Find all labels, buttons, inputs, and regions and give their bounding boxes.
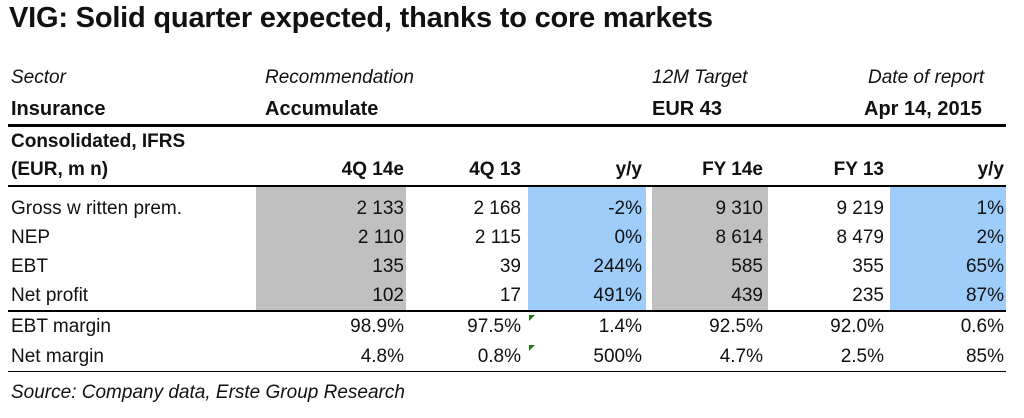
cell: 2.5% bbox=[840, 346, 884, 367]
cell: 17 bbox=[499, 285, 521, 306]
cell: 87% bbox=[965, 285, 1004, 306]
cell: 2 115 bbox=[474, 227, 521, 248]
shade-yy-full bbox=[890, 187, 1006, 310]
target-value: EUR 43 bbox=[652, 98, 723, 120]
cell: 2 168 bbox=[473, 198, 521, 219]
col-header-yy-quarter: y/y bbox=[615, 159, 642, 180]
date-label: Date of report bbox=[868, 67, 985, 88]
cell: -2% bbox=[608, 198, 642, 219]
cell: 97.5% bbox=[467, 316, 521, 337]
cell: 85% bbox=[965, 346, 1004, 367]
cell: 585 bbox=[731, 256, 763, 277]
table-bottom-rule bbox=[8, 371, 1006, 372]
cell: 0% bbox=[614, 227, 642, 248]
cell: 2 133 bbox=[356, 198, 404, 219]
table-subtitle: Consolidated, IFRS bbox=[11, 131, 186, 152]
cell: 1% bbox=[976, 198, 1004, 219]
error-marker-icon bbox=[529, 345, 535, 351]
shade-4q14e bbox=[256, 187, 406, 310]
col-header-4q13: 4Q 13 bbox=[469, 159, 521, 180]
table-row: Gross w ritten prem. 2 133 2 168 -2% 9 3… bbox=[0, 195, 1024, 221]
row-label: Gross w ritten prem. bbox=[11, 198, 183, 219]
cell: 2% bbox=[976, 227, 1004, 248]
cell: 244% bbox=[593, 256, 642, 277]
cell: 92.5% bbox=[709, 316, 763, 337]
recommendation-value: Accumulate bbox=[265, 98, 379, 120]
table-row: Net profit 102 17 491% 439 235 87% bbox=[0, 282, 1024, 308]
col-header-4q14e: 4Q 14e bbox=[341, 159, 404, 180]
row-label: EBT margin bbox=[11, 316, 111, 337]
row-label: Net margin bbox=[11, 346, 104, 367]
table-mid-rule bbox=[8, 310, 1006, 312]
cell: 8 614 bbox=[715, 227, 763, 248]
row-label: NEP bbox=[11, 227, 51, 248]
cell: 500% bbox=[593, 346, 642, 367]
row-label: EBT bbox=[11, 256, 48, 277]
cell: 9 310 bbox=[715, 198, 763, 219]
shade-fy14e bbox=[652, 187, 768, 310]
cell: 355 bbox=[852, 256, 884, 277]
report-title: VIG: Solid quarter expected, thanks to c… bbox=[9, 2, 713, 34]
recommendation-label: Recommendation bbox=[265, 67, 414, 88]
cell: 491% bbox=[593, 285, 642, 306]
table-row: EBT margin 98.9% 97.5% 1.4% 92.5% 92.0% … bbox=[0, 313, 1024, 339]
cell: 39 bbox=[499, 256, 521, 277]
table-header-rule bbox=[8, 185, 1006, 187]
target-label: 12M Target bbox=[652, 67, 748, 88]
cell: 8 479 bbox=[836, 227, 884, 248]
cell: 0.8% bbox=[477, 346, 521, 367]
row-label: Net profit bbox=[11, 285, 89, 306]
cell: 439 bbox=[731, 285, 763, 306]
shade-yy-quarter bbox=[528, 187, 646, 310]
cell: 92.0% bbox=[830, 316, 884, 337]
col-header-yy-full: y/y bbox=[977, 159, 1004, 180]
col-header-fy14e: FY 14e bbox=[702, 159, 763, 180]
sector-label: Sector bbox=[11, 67, 66, 88]
error-marker-icon bbox=[529, 315, 535, 321]
table-row: Net margin 4.8% 0.8% 500% 4.7% 2.5% 85% bbox=[0, 343, 1024, 369]
table-units: (EUR, m n) bbox=[11, 159, 109, 180]
cell: 0.6% bbox=[960, 316, 1004, 337]
cell: 2 110 bbox=[357, 227, 404, 248]
cell: 9 219 bbox=[836, 198, 884, 219]
table-row: EBT 135 39 244% 585 355 65% bbox=[0, 253, 1024, 279]
date-value: Apr 14, 2015 bbox=[864, 98, 982, 120]
cell: 4.7% bbox=[719, 346, 763, 367]
table-row: NEP 2 110 2 115 0% 8 614 8 479 2% bbox=[0, 224, 1024, 250]
cell: 135 bbox=[372, 256, 404, 277]
header-rule bbox=[8, 124, 1006, 127]
cell: 98.9% bbox=[350, 316, 404, 337]
col-header-fy13: FY 13 bbox=[833, 159, 884, 180]
cell: 102 bbox=[372, 285, 404, 306]
sector-value: Insurance bbox=[11, 98, 106, 120]
cell: 235 bbox=[852, 285, 884, 306]
cell: 65% bbox=[965, 256, 1004, 277]
source-note: Source: Company data, Erste Group Resear… bbox=[11, 382, 405, 403]
cell: 4.8% bbox=[360, 346, 404, 367]
cell: 1.4% bbox=[598, 316, 642, 337]
